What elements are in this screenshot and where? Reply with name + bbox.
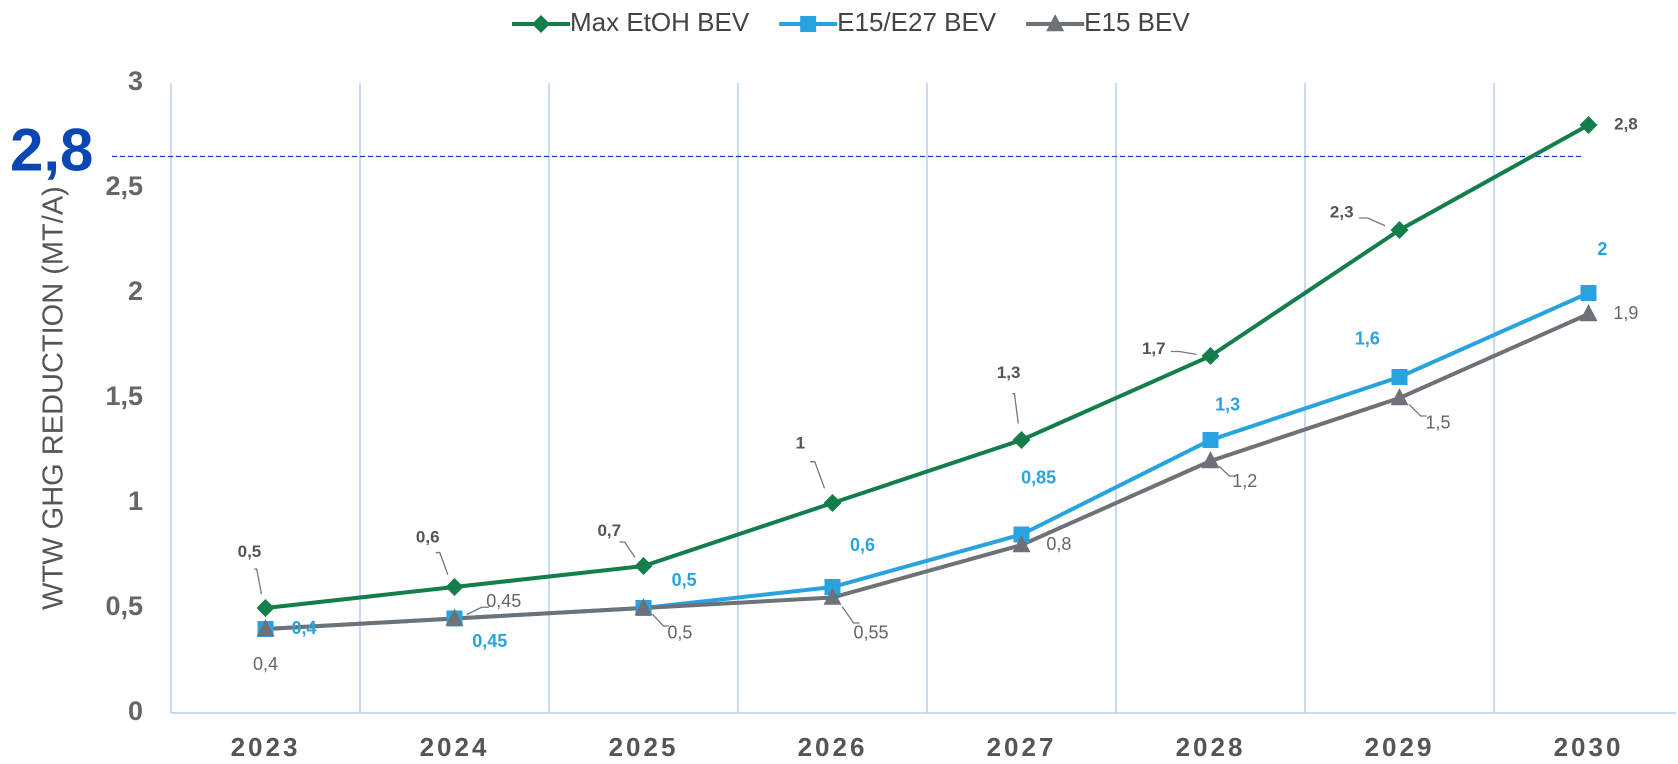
leader-line (466, 606, 489, 616)
data-label: 0,85 (1021, 468, 1056, 488)
data-label: 0,5 (667, 622, 692, 642)
data-label: 0,5 (672, 570, 697, 590)
leader-line (254, 568, 263, 595)
point (634, 598, 653, 616)
point (1012, 535, 1031, 553)
leader-line (619, 541, 636, 558)
point (1579, 116, 1598, 134)
legend-label: Max EtOH BEV (570, 7, 750, 37)
y-tick-label: 2 (128, 276, 143, 306)
leader-line (1408, 403, 1427, 417)
point (1390, 221, 1409, 239)
x-tick-label: 2024 (420, 732, 490, 762)
y-tick-label: 0 (128, 696, 143, 726)
x-tick-label: 2023 (231, 732, 301, 762)
data-label: 1,3 (997, 363, 1021, 382)
data-label: 0,45 (486, 591, 521, 611)
data-label: 0,5 (238, 542, 262, 561)
data-label: 1,2 (1232, 471, 1257, 491)
data-label: 1,7 (1142, 339, 1166, 358)
data-label: 2 (1597, 239, 1607, 259)
point (800, 16, 817, 32)
data-label: 1,9 (1613, 303, 1638, 323)
point (1580, 285, 1597, 301)
data-label: 0,55 (853, 623, 888, 643)
leader-line (435, 551, 449, 575)
data-label: 1,3 (1215, 395, 1240, 415)
leader-line (1170, 350, 1197, 356)
point (824, 579, 841, 595)
point (445, 578, 464, 596)
point (634, 557, 653, 575)
point (532, 15, 550, 33)
y-tick-label: 1,5 (105, 381, 143, 411)
y-tick-label: 0,5 (105, 591, 143, 621)
legend-label: E15 BEV (1084, 7, 1190, 37)
x-tick-label: 2027 (987, 732, 1057, 762)
point (1201, 451, 1220, 469)
point (256, 619, 275, 637)
x-tick-label: 2025 (609, 732, 679, 762)
point (823, 494, 842, 512)
leader-line (1218, 465, 1235, 477)
point (823, 587, 842, 605)
leader-line (810, 461, 826, 489)
data-label: 2,3 (1330, 202, 1354, 221)
data-label: 1,6 (1355, 328, 1380, 348)
point (1046, 14, 1065, 32)
data-label: 2,8 (1614, 114, 1638, 133)
point (445, 608, 464, 626)
data-label: 0,6 (416, 527, 440, 546)
x-tick-label: 2029 (1365, 732, 1435, 762)
data-label: 0,45 (472, 631, 507, 651)
data-label: 1 (796, 434, 805, 453)
leader-line (1359, 217, 1386, 227)
point (1390, 388, 1409, 406)
data-label: 0,4 (292, 618, 317, 638)
y-tick-label: 1 (128, 486, 143, 516)
series-line (265, 123, 1590, 610)
point (256, 599, 275, 617)
data-label: 0,7 (597, 521, 621, 540)
leader-line (652, 613, 669, 627)
data-label: 0,4 (253, 654, 278, 674)
point (1202, 432, 1219, 448)
y-tick-label: 3 (128, 66, 143, 96)
point (1391, 369, 1408, 385)
point (1012, 431, 1031, 449)
point (1579, 304, 1598, 322)
y-tick-label: 2,5 (105, 171, 143, 201)
series-line (265, 312, 1590, 631)
x-tick-label: 2030 (1554, 732, 1624, 762)
reference-label: 2,8 (10, 116, 93, 183)
data-label: 1,5 (1426, 412, 1451, 432)
leader-line (841, 606, 860, 624)
leader-line (1012, 392, 1019, 424)
point (1201, 347, 1220, 365)
legend-label: E15/E27 BEV (837, 7, 997, 37)
x-tick-label: 2026 (798, 732, 868, 762)
data-label: 0,8 (1046, 534, 1071, 554)
data-label: 0,6 (850, 535, 875, 555)
x-tick-label: 2028 (1176, 732, 1246, 762)
point (1013, 526, 1030, 543)
y-axis-title: WTW GHG REDUCTION (MT/A) (38, 186, 70, 610)
